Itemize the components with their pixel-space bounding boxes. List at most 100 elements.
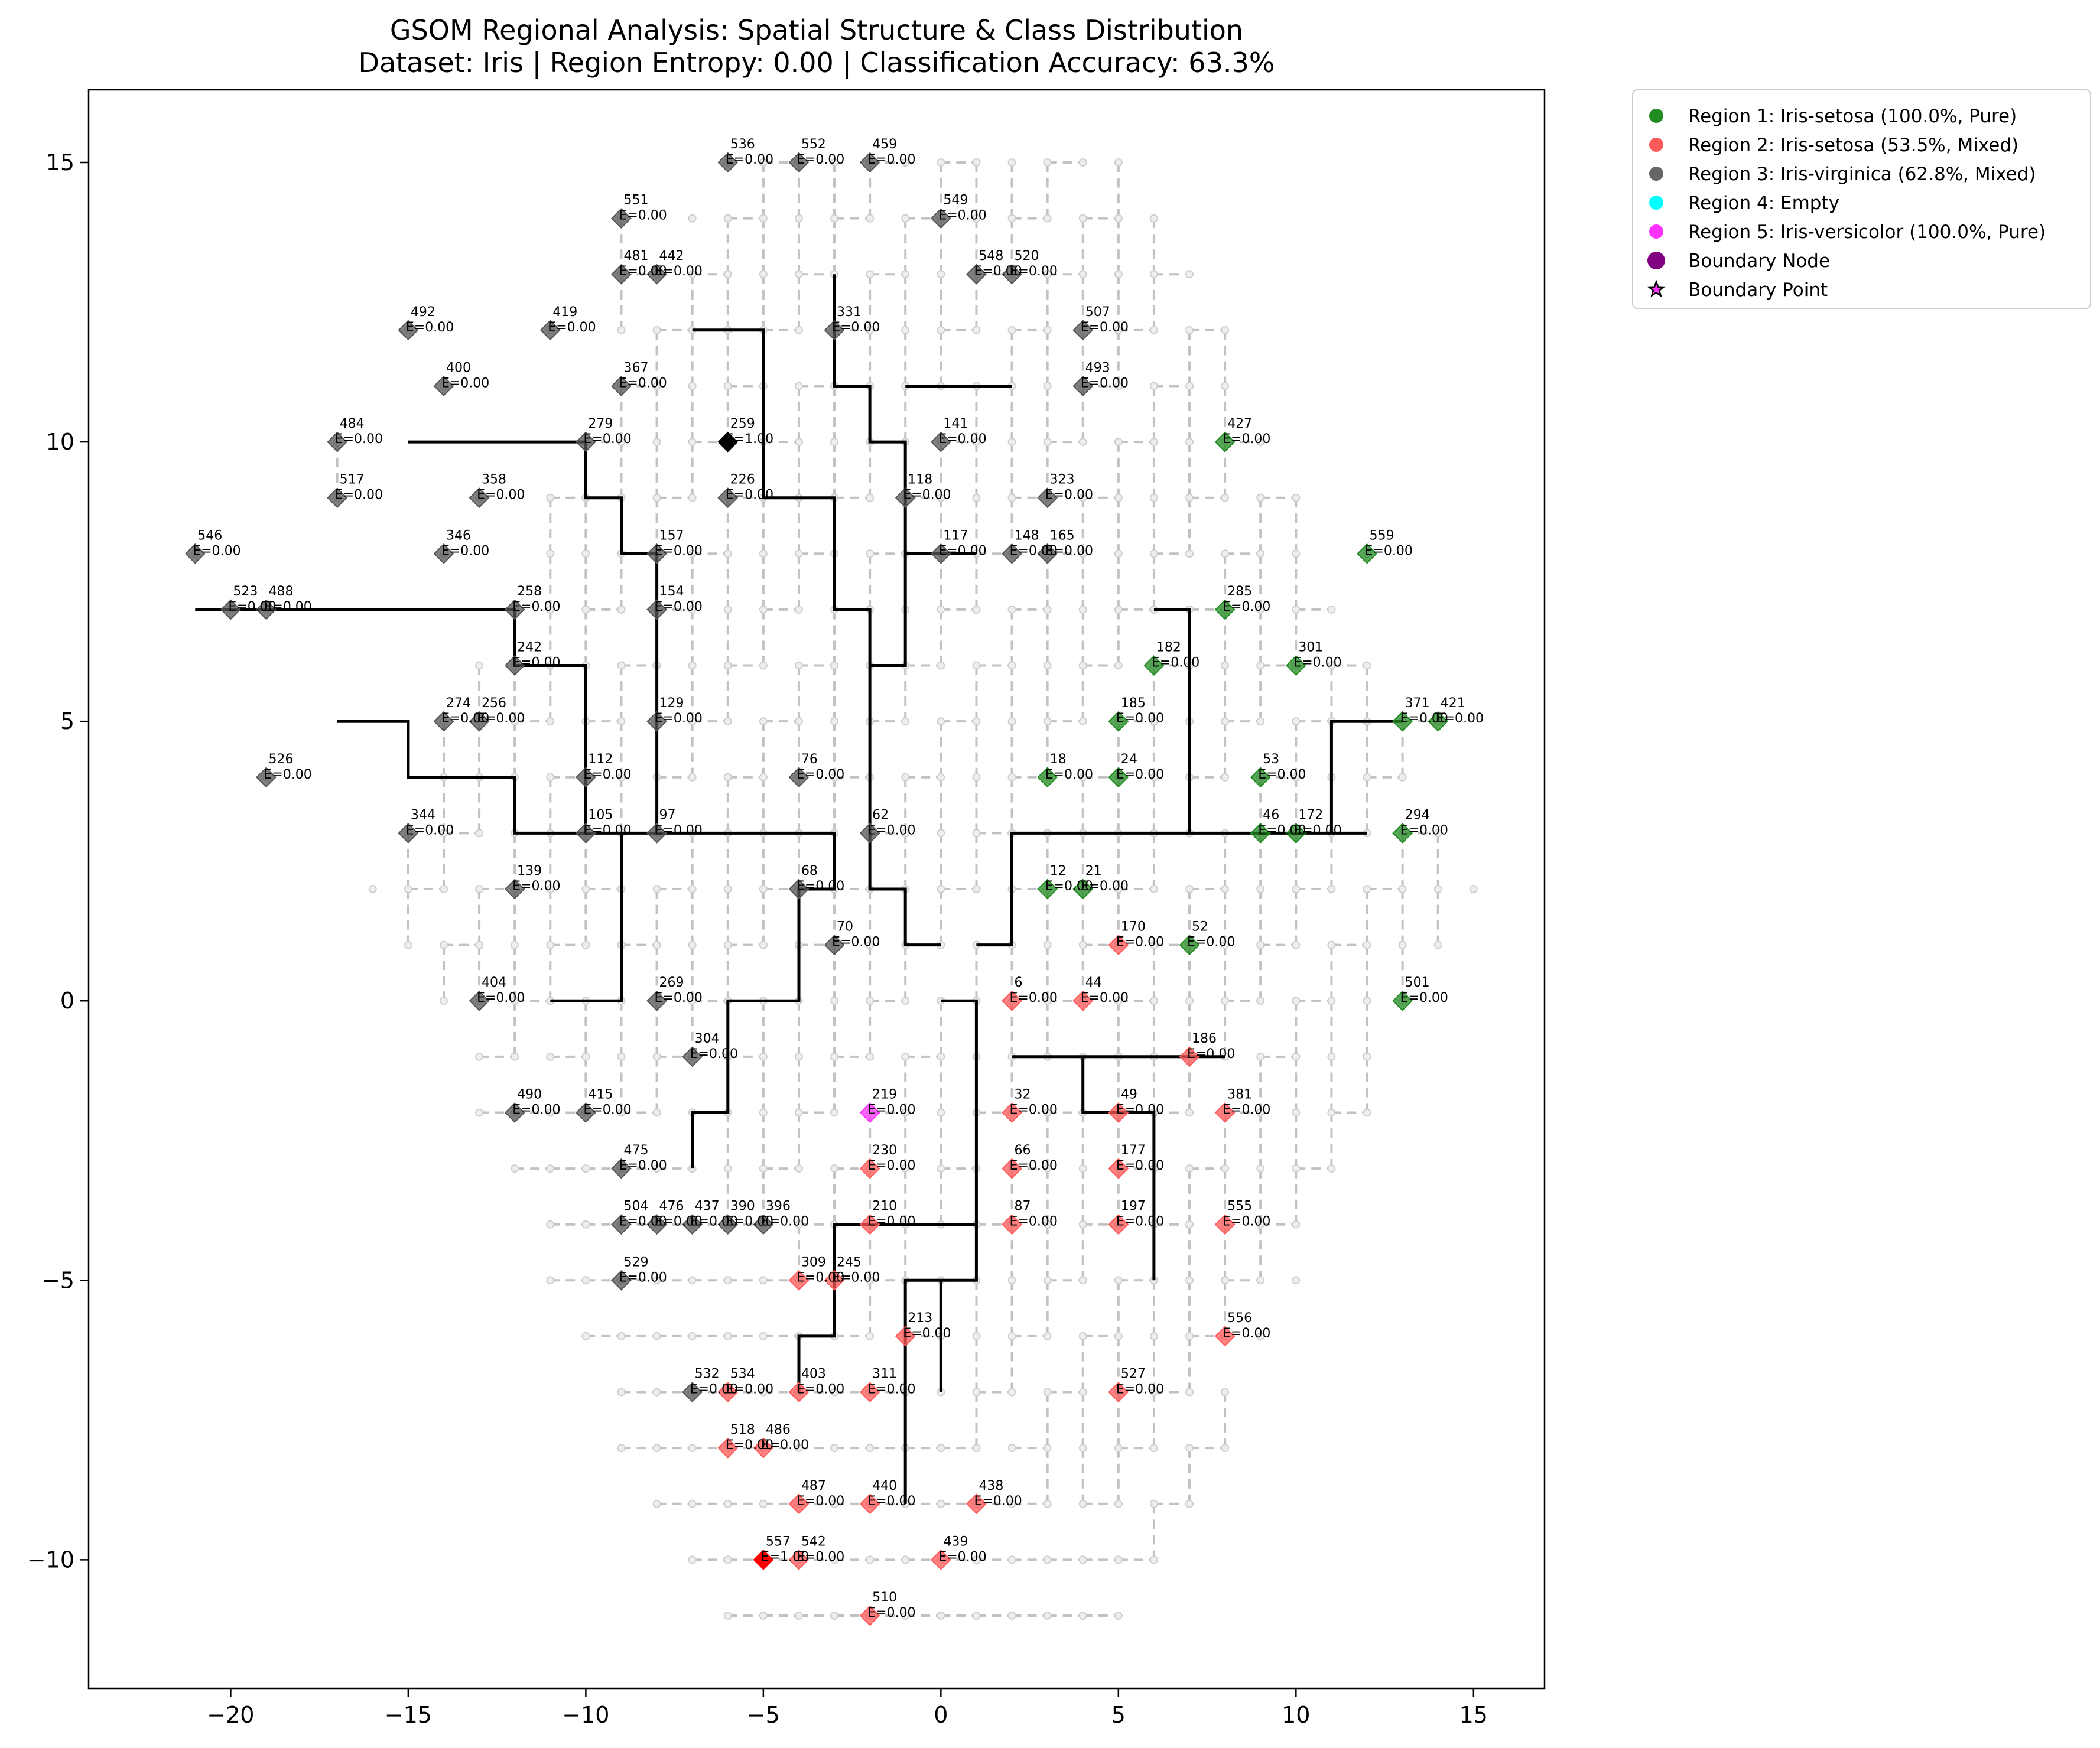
grid-point: [794, 605, 803, 614]
grid-point: [1256, 1052, 1265, 1061]
grid-point: [546, 885, 555, 893]
grid-point: [1256, 438, 1265, 447]
legend-label: Region 2: Iris-setosa (53.5%, Mixed): [1688, 135, 2018, 156]
grid-point: [1221, 717, 1230, 726]
grid-point: [1043, 214, 1052, 223]
node-entropy-label: E=0.00: [797, 1494, 844, 1509]
node-367: [611, 376, 632, 396]
node-entropy-label: E=0.00: [761, 1438, 809, 1453]
node-242: [504, 655, 525, 676]
grid-point: [830, 214, 839, 223]
node-id-label: 6: [1015, 975, 1023, 990]
node-id-label: 415: [588, 1087, 613, 1102]
skeleton-path: [692, 328, 941, 947]
node-517: [327, 487, 348, 509]
node-entropy-label: E=0.00: [1258, 823, 1306, 838]
node-entropy-label: E=0.00: [1045, 879, 1093, 894]
grid-point: [1433, 940, 1442, 949]
node-entropy-label: E=1.00: [726, 432, 773, 447]
node-165: [1037, 543, 1058, 564]
node-entropy-label: E=0.00: [1010, 991, 1058, 1005]
grid-point: [1007, 1444, 1016, 1453]
grid-point: [1327, 661, 1336, 670]
grid-point: [1256, 549, 1265, 558]
node-id-label: 501: [1405, 975, 1430, 990]
node-entropy-label: E=0.00: [583, 432, 631, 447]
node-id-label: 490: [517, 1087, 542, 1102]
grid-point: [1149, 438, 1158, 447]
grid-point: [794, 1444, 803, 1453]
x-tick-label: 5: [1111, 1702, 1126, 1728]
node-507: [1072, 320, 1094, 341]
grid-point: [581, 1052, 590, 1061]
grid-point: [1078, 1332, 1087, 1340]
x-tick-label: 10: [1282, 1702, 1310, 1728]
node-556: [1214, 1326, 1236, 1347]
grid-point: [723, 270, 732, 279]
node-id-label: 129: [659, 696, 684, 711]
node-entropy-label: E=0.00: [512, 600, 560, 614]
node-id-label: 46: [1263, 808, 1279, 822]
grid-point: [972, 829, 981, 838]
node-427: [1214, 431, 1236, 453]
node-entropy-label: E=0.00: [1010, 1215, 1058, 1229]
grid-point: [1149, 549, 1158, 558]
node-id-label: 344: [411, 808, 435, 822]
node-entropy-label: E=0.00: [867, 1102, 915, 1117]
node-id-label: 177: [1121, 1143, 1146, 1158]
node-486: [753, 1437, 774, 1459]
node-id-label: 549: [943, 193, 968, 208]
grid-point: [1007, 717, 1016, 726]
grid-point: [688, 1332, 697, 1340]
node-269: [646, 990, 667, 1011]
node-id-label: 311: [872, 1367, 897, 1382]
node-id-label: 542: [801, 1534, 826, 1549]
legend-marker-star: [1647, 279, 1666, 298]
grid-point: [617, 1388, 626, 1397]
grid-point: [937, 605, 945, 614]
node-437: [682, 1214, 703, 1235]
grid-point: [688, 605, 697, 614]
node-entropy-label: E=0.00: [619, 1158, 667, 1173]
grid-point: [759, 1332, 768, 1340]
grid-point: [794, 1612, 803, 1620]
node-id-label: 400: [446, 360, 471, 375]
grid-point: [688, 1555, 697, 1564]
node-id-label: 551: [623, 193, 648, 208]
node-id-label: 182: [1156, 640, 1181, 655]
node-entropy-label: E=0.00: [832, 320, 880, 335]
node-id-label: 139: [517, 864, 542, 878]
grid-point: [830, 438, 839, 447]
grid-point: [1078, 1276, 1087, 1285]
grid-point: [794, 661, 803, 670]
grid-point: [794, 549, 803, 558]
grid-point: [1114, 885, 1123, 893]
grid-point: [652, 493, 661, 502]
node-182: [1143, 655, 1165, 676]
grid-point: [475, 1108, 484, 1117]
node-entropy-label: E=0.00: [655, 600, 703, 614]
grid-point: [1363, 1052, 1371, 1061]
grid-point: [723, 214, 732, 223]
node-510: [859, 1605, 880, 1626]
grid-point: [1149, 270, 1158, 279]
grid-point: [794, 717, 803, 726]
grid-point: [1327, 1052, 1336, 1061]
grid-point: [1398, 885, 1407, 893]
node-entropy-label: E=0.00: [867, 1382, 915, 1397]
node-entropy-label: E=0.00: [1116, 1102, 1164, 1117]
grid-point: [546, 549, 555, 558]
grid-point: [972, 661, 981, 670]
node-id-label: 331: [837, 305, 862, 320]
node-id-label: 518: [730, 1423, 755, 1437]
grid-point: [1007, 493, 1016, 502]
node-68: [788, 878, 810, 900]
node-entropy-label: E=0.00: [867, 1215, 915, 1229]
grid-point: [972, 1332, 981, 1340]
node-id-label: 21: [1085, 864, 1102, 878]
grid-point: [652, 1276, 661, 1285]
grid-point: [759, 1164, 768, 1173]
grid-point: [1185, 1332, 1194, 1340]
node-id-label: 172: [1298, 808, 1323, 822]
grid-point: [759, 717, 768, 726]
